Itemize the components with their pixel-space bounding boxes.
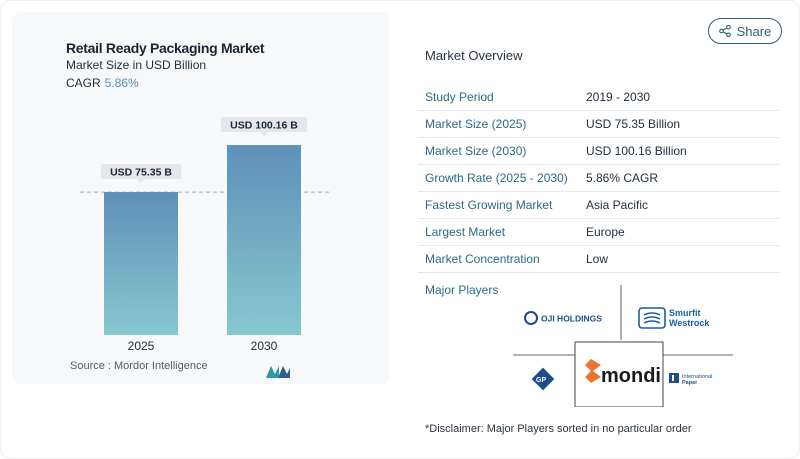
overview-value: Asia Pacific [586, 198, 649, 212]
source-text: Source : Mordor Intelligence [70, 360, 208, 372]
cagr-label: CAGR [66, 76, 101, 90]
x-tick-label-2030: 2030 [251, 339, 278, 353]
overview-row-fastest-growing: Fastest Growing Market Asia Pacific [418, 192, 780, 219]
international-paper-logo: International Paper [669, 373, 712, 386]
smurfit-text-2: Westrock [669, 318, 710, 328]
data-label-pointer-2025 [137, 179, 145, 184]
bar-chart: USD 75.35 B 2025 USD 100.16 B 2030 [80, 117, 330, 353]
overview-key: Market Size (2030) [425, 144, 527, 158]
overview-row-market-size-2025: Market Size (2025) USD 75.35 Billion [418, 111, 780, 138]
oji-text: OJI HOLDINGS [541, 314, 602, 324]
overview-row-growth-rate: Growth Rate (2025 - 2030) 5.86% CAGR [418, 165, 780, 192]
overview-row-study-period: Study Period 2019 - 2030 [418, 84, 780, 111]
overview-key: Largest Market [425, 225, 506, 239]
overview-key: Study Period [425, 90, 494, 104]
data-label-2025: USD 75.35 B [110, 167, 172, 179]
data-label-pointer-2030 [260, 132, 268, 136]
mondi-logo: mondi [574, 341, 664, 407]
overview-value: 5.86% CAGR [586, 171, 659, 185]
overview-value: USD 100.16 Billion [586, 144, 687, 158]
smurfit-westrock-logo: Smurfit Westrock [638, 307, 710, 329]
chart-cagr: CAGR 5.86% [66, 76, 139, 90]
major-players-title: Major Players [425, 283, 499, 297]
share-icon [718, 25, 731, 37]
cagr-value: 5.86% [104, 76, 139, 90]
smurfit-text-1: Smurfit [669, 308, 701, 318]
major-players-logos: OJI HOLDINGS Smurfit Westrock mondi GP I… [513, 285, 733, 407]
overview-key: Growth Rate (2025 - 2030) [425, 171, 568, 185]
ip-text-1: International [682, 374, 712, 380]
data-label-box-2030 [220, 117, 308, 132]
mordor-intelligence-logo [266, 366, 290, 378]
overview-value: Europe [586, 225, 625, 239]
gp-text: GP [536, 377, 546, 384]
bar-2025 [104, 192, 178, 335]
oji-holdings-logo: OJI HOLDINGS [524, 311, 602, 325]
overview-key: Market Concentration [425, 252, 540, 266]
chart-card [12, 12, 390, 384]
overview-key: Fastest Growing Market [425, 198, 553, 212]
overview-value: Low [586, 252, 609, 266]
overview-value: USD 75.35 Billion [586, 117, 681, 131]
overview-key: Market Size (2025) [425, 117, 527, 131]
overview-row-market-size-2030: Market Size (2030) USD 100.16 Billion [418, 138, 780, 165]
ip-text-2: Paper [682, 380, 698, 386]
overview-table: Study Period 2019 - 2030 Market Size (20… [418, 84, 780, 273]
disclaimer: *Disclaimer: Major Players sorted in no … [425, 423, 692, 435]
share-label: Share [736, 23, 772, 39]
overview-value: 2019 - 2030 [586, 90, 651, 104]
x-tick-label-2025: 2025 [128, 339, 155, 353]
data-label-box-2025 [100, 164, 182, 180]
overview-row-largest-market: Largest Market Europe [418, 219, 780, 246]
mondi-text: mondi [601, 365, 661, 387]
bar-2030 [227, 145, 301, 335]
overview-row-concentration: Market Concentration Low [418, 246, 780, 273]
chart-title: Retail Ready Packaging Market [66, 40, 265, 56]
chart-subtitle: Market Size in USD Billion [66, 58, 207, 72]
georgia-pacific-logo: GP [531, 367, 555, 391]
share-button[interactable]: Share [708, 18, 782, 44]
data-label-2030: USD 100.16 B [230, 120, 298, 132]
overview-title: Market Overview [425, 48, 523, 63]
